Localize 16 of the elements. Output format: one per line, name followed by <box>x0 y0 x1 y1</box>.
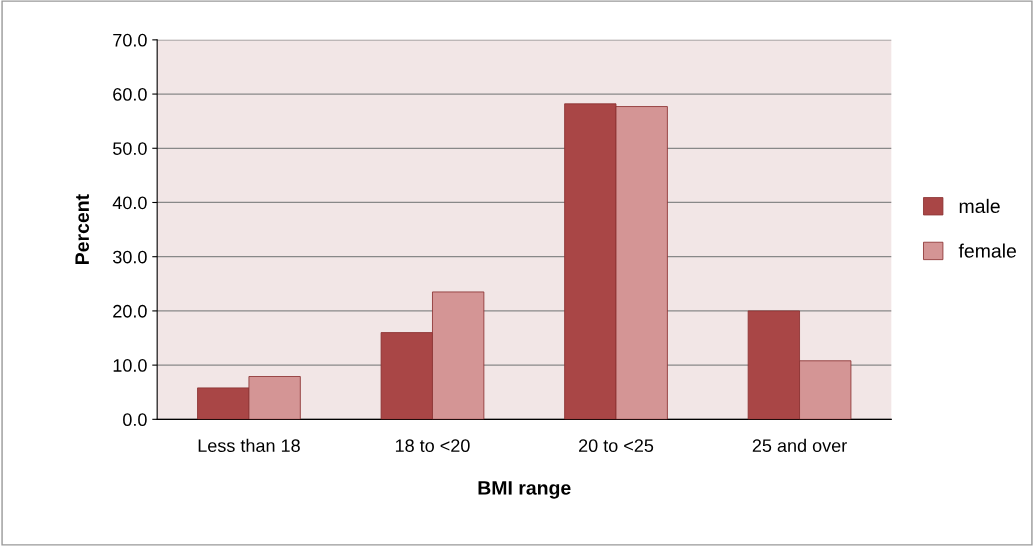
y-tick-label: 0.0 <box>123 413 147 427</box>
y-tick-label: 10.0 <box>113 359 147 372</box>
y-tick-label: 60.0 <box>113 88 147 101</box>
legend-label: female <box>958 243 1016 258</box>
x-tick-label: 20 to <25 <box>579 439 654 453</box>
y-tick-label: 70.0 <box>113 33 147 47</box>
legend-label: male <box>959 198 1000 214</box>
y-tick-label: 40.0 <box>112 196 147 210</box>
y-axis-title: Percent <box>75 194 90 264</box>
x-tick-label: 18 to <20 <box>395 439 470 453</box>
y-tick-label: 20.0 <box>113 304 147 318</box>
x-axis-title: BMI range <box>478 481 571 499</box>
y-tick-label: 30.0 <box>113 250 147 264</box>
x-tick-label: Less than 18 <box>198 438 300 453</box>
x-tick-label: 25 and over <box>752 438 847 453</box>
y-tick-label: 50.0 <box>113 142 147 155</box>
